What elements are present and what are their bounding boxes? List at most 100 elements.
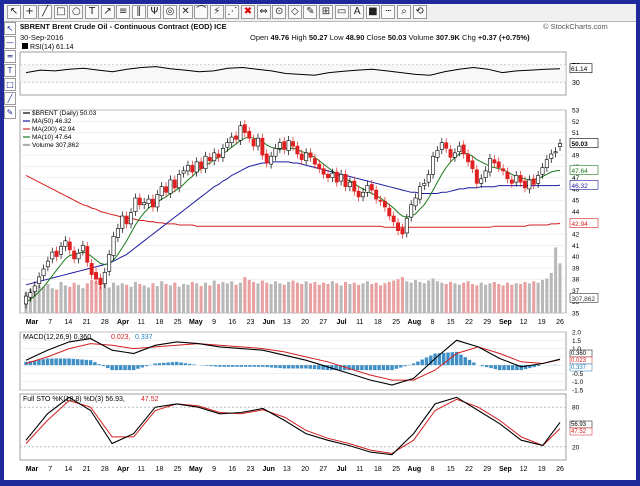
candle-body	[483, 170, 488, 178]
volume-bar	[90, 279, 94, 313]
price-x-label: Apr	[117, 319, 129, 326]
volume-bar	[287, 281, 291, 313]
price-tick-label: 45	[572, 198, 580, 205]
gann-icon[interactable]: ✕	[178, 5, 193, 19]
volume-bar	[545, 278, 549, 313]
candle-body	[378, 199, 383, 202]
candle-body	[137, 197, 142, 206]
bottom-x-label: 16	[228, 466, 236, 473]
fan-icon[interactable]: ⋰	[225, 5, 240, 19]
price-x-label: 12	[520, 319, 528, 326]
text-icon[interactable]: T	[85, 5, 99, 19]
sto-d-line	[25, 398, 561, 454]
macd-hist-bar	[489, 365, 493, 369]
candle-body	[417, 186, 422, 200]
macd-hist-bar	[377, 365, 381, 371]
color-icon[interactable]: ■	[365, 5, 380, 19]
measure-icon[interactable]: ⇔	[256, 5, 271, 19]
arc-icon[interactable]: ⌒	[194, 5, 209, 19]
price-x-label: 18	[156, 319, 164, 326]
candle-body	[150, 198, 155, 208]
macd-hist-bar	[381, 365, 386, 371]
price-x-label: 7	[48, 319, 52, 326]
macd-hist-bar	[84, 359, 89, 366]
bottom-x-label: 21	[83, 466, 91, 473]
label-icon[interactable]: ▭	[334, 5, 349, 19]
macd-legend-item: 0.337	[135, 334, 153, 341]
dash-icon[interactable]: ┄	[381, 5, 396, 19]
clear-icon[interactable]: ⟲	[412, 5, 427, 19]
macd-hist-bar	[226, 365, 231, 367]
magnet-icon[interactable]: ⊙	[272, 5, 287, 19]
macd-hist-bar	[123, 365, 127, 371]
macd-hist-bar	[351, 365, 356, 371]
price-tick-label: 52	[572, 119, 580, 126]
macd-tick-label: 2.0	[572, 330, 581, 337]
candle-body	[277, 142, 282, 149]
volume-bar	[322, 282, 326, 313]
macd-hist-bar	[416, 361, 420, 366]
font-icon[interactable]: A	[350, 5, 365, 19]
price-right-value: 42.94	[572, 221, 589, 228]
ellipse-icon[interactable]: ○	[69, 5, 84, 19]
bottom-x-label: 9	[212, 466, 216, 473]
eraser-tool-icon[interactable]: ✎	[4, 106, 16, 119]
macd-frame	[19, 331, 567, 391]
arrow-icon[interactable]: ↖	[7, 5, 21, 19]
delete-icon[interactable]: ✖	[241, 5, 255, 19]
pen-icon[interactable]: ✎	[303, 5, 318, 19]
macd-hist-bar	[411, 363, 416, 366]
volume-bar	[532, 281, 536, 313]
line-tool-icon[interactable]: —	[4, 36, 16, 49]
volume-bar	[72, 282, 76, 313]
volume-bar	[435, 281, 439, 313]
crosshair-icon[interactable]: +	[22, 5, 37, 19]
ma50-line	[25, 161, 561, 286]
price-x-label: 29	[483, 319, 491, 326]
cycle-icon[interactable]: ◎	[163, 5, 177, 19]
volume-bar	[208, 285, 212, 313]
close-value: 50.03	[387, 33, 407, 42]
speed-icon[interactable]: ⚡	[209, 5, 224, 19]
candle-body	[422, 183, 427, 186]
volume-label: Volume	[408, 33, 434, 42]
shape-icon[interactable]: ◇	[287, 5, 302, 19]
macd-hist-bar	[209, 365, 213, 367]
macd-hist-bar	[355, 365, 360, 371]
line-icon[interactable]: ╱	[38, 5, 53, 19]
candle-body	[67, 241, 72, 251]
volume-bar	[361, 283, 365, 313]
cursor-tool-icon[interactable]: ↖	[4, 22, 16, 35]
candle-body	[168, 179, 173, 194]
zoom-icon[interactable]: ⌕	[397, 5, 411, 19]
box-icon[interactable]: □	[53, 5, 68, 19]
price-legend-item: MA(200) 42.94	[32, 126, 75, 133]
channel-icon[interactable]: ∥	[131, 5, 146, 19]
candle-body	[133, 197, 138, 212]
candle-body	[159, 186, 164, 197]
pitchfork-icon[interactable]: Ψ	[147, 5, 162, 19]
volume-bar	[304, 281, 308, 313]
trend-icon[interactable]: ↗	[100, 5, 115, 19]
macd-hist-bar	[256, 365, 261, 367]
text-tool-icon[interactable]: T	[4, 64, 16, 77]
macd-hist-bar	[127, 365, 132, 371]
macd-hist-bar	[312, 365, 317, 370]
trend-tool-icon[interactable]: ╱	[4, 92, 16, 105]
candle-body	[221, 148, 225, 158]
bottom-x-label: 22	[465, 466, 473, 473]
price-legend-item: Volume 307,862	[32, 142, 79, 149]
volume-bar	[269, 284, 273, 313]
macd-hist-bar	[472, 362, 476, 366]
candle-body	[291, 141, 295, 147]
copyright-text: © StockCharts.com	[543, 22, 608, 31]
shape-tool-icon[interactable]: □	[4, 78, 16, 91]
candle-body	[63, 240, 68, 247]
macd-hist-bar	[368, 365, 373, 371]
volume-bar	[497, 284, 501, 313]
hline-tool-icon[interactable]: ═	[4, 50, 16, 63]
align-icon[interactable]: ⊞	[319, 5, 333, 19]
candle-body	[496, 161, 501, 168]
fib-icon[interactable]: ≡	[116, 5, 131, 19]
